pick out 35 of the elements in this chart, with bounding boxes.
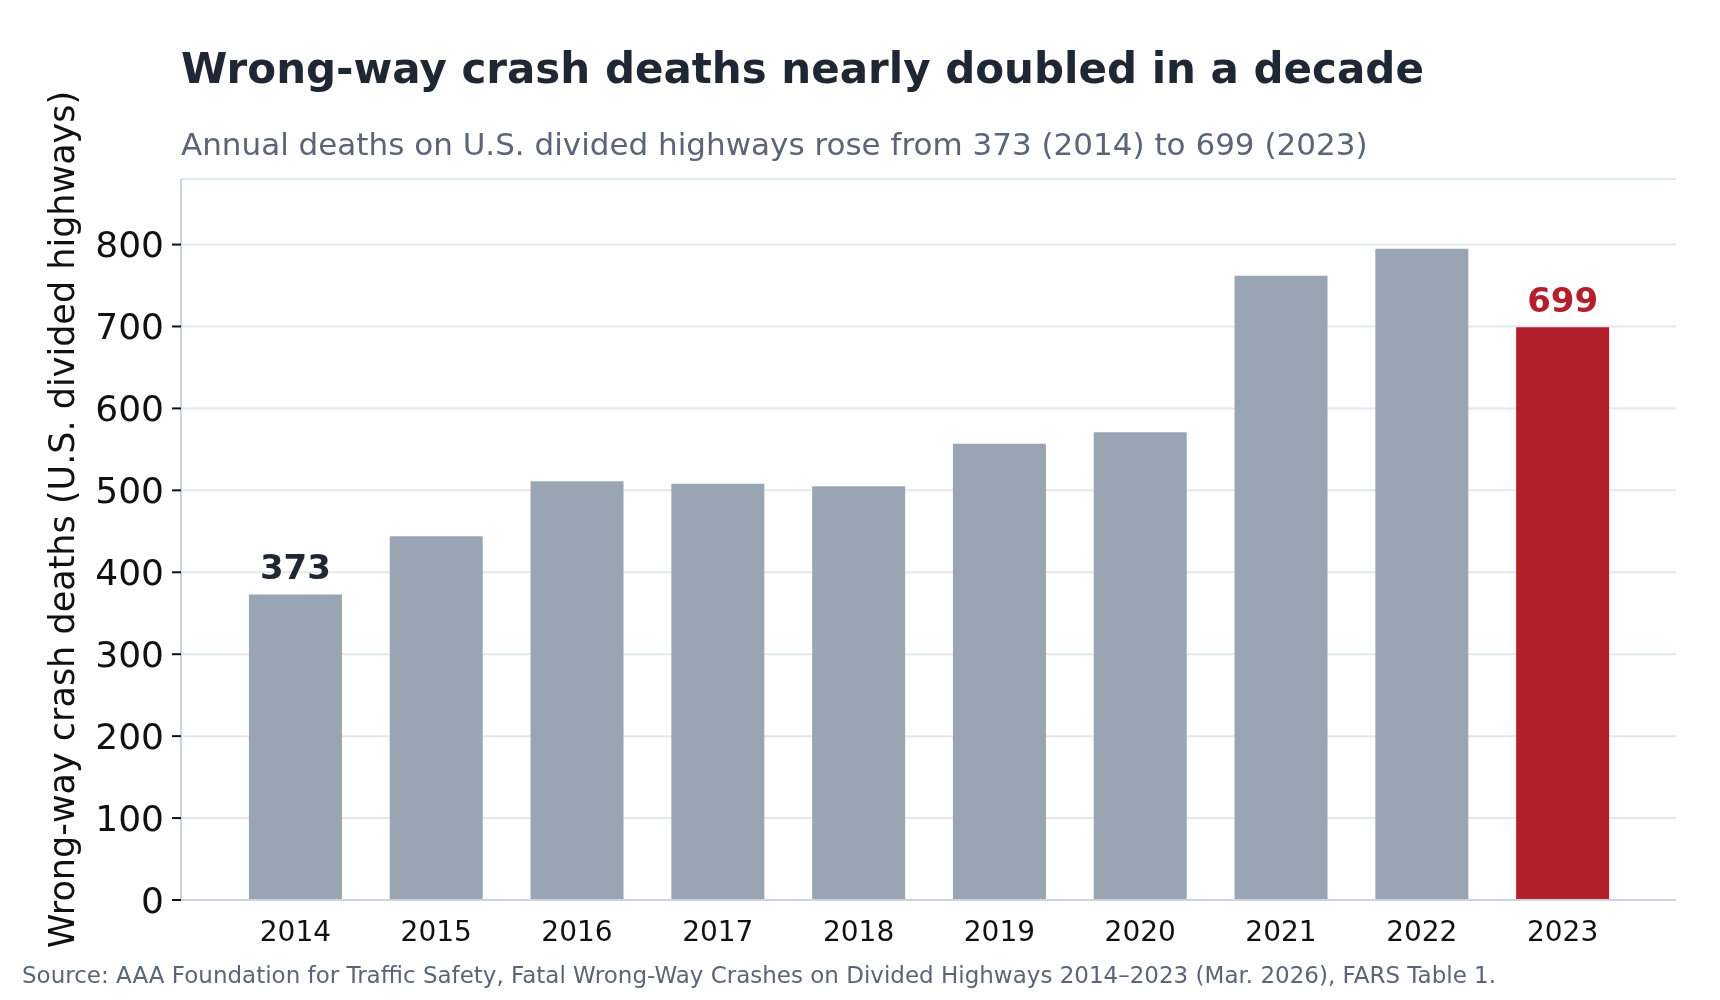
- y-tick-label: 100: [95, 797, 164, 839]
- x-tick-label: 2019: [963, 914, 1036, 948]
- bar: [1516, 327, 1610, 900]
- chart-title: Wrong-way crash deaths nearly doubled in a decade: [181, 44, 1424, 93]
- data-label: 373: [259, 547, 331, 588]
- y-tick-label: 300: [95, 633, 164, 675]
- y-tick-label: 600: [95, 388, 164, 430]
- source-note: Source: AAA Foundation for Traffic Safety, Fatal Wrong-Way Crashes on Divided Highways 2014–2023 (Mar. 2026), FARS Table 1.: [22, 962, 1497, 988]
- bar: [1093, 432, 1187, 900]
- bar: [1234, 275, 1328, 900]
- x-tick-label: 2017: [682, 914, 754, 948]
- y-tick-label: 500: [95, 470, 164, 512]
- x-tick-label: 2015: [400, 914, 472, 948]
- y-tick-label: 400: [95, 552, 164, 594]
- bar: [389, 536, 483, 900]
- x-tick-label: 2020: [1104, 914, 1176, 948]
- y-tick-label: 700: [95, 306, 164, 348]
- bar: [952, 443, 1046, 900]
- chart-subtitle: Annual deaths on U.S. divided highways rose from 373 (2014) to 699 (2023): [181, 126, 1368, 162]
- x-tick-label: 2018: [822, 914, 895, 948]
- x-tick-label: 2014: [259, 914, 332, 948]
- x-tick-label: 2021: [1245, 914, 1317, 948]
- y-tick-label: 200: [95, 715, 164, 757]
- x-tick-label: 2022: [1386, 914, 1458, 948]
- y-tick-label: 0: [141, 879, 164, 921]
- x-tick-label: 2023: [1526, 914, 1599, 948]
- y-tick-label: 800: [95, 224, 164, 266]
- data-label: 699: [1527, 280, 1599, 321]
- bar: [812, 486, 906, 900]
- bar: [1375, 248, 1469, 900]
- x-tick-label: 2016: [541, 914, 613, 948]
- bar: [248, 594, 342, 900]
- bar: [671, 483, 765, 900]
- y-axis-title: Wrong-way crash deaths (U.S. divided highways): [42, 90, 82, 949]
- bar: [530, 481, 624, 900]
